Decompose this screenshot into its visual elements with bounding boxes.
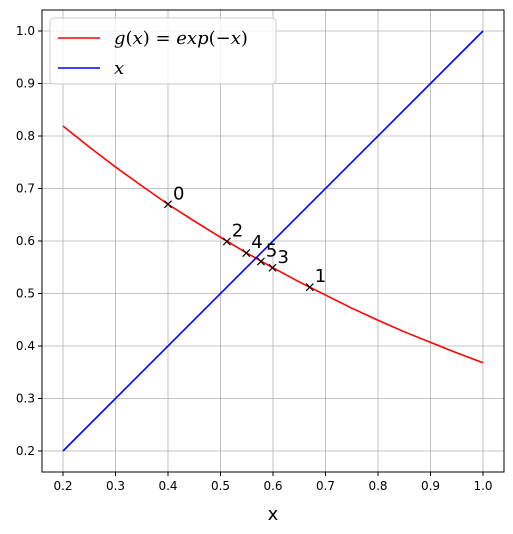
iterate-marker-stroke bbox=[222, 237, 231, 246]
iterate-label: 5 bbox=[266, 240, 277, 261]
identity-line bbox=[62, 30, 484, 452]
x-axis-title: x bbox=[268, 504, 279, 525]
y-tick-label: 0.7 bbox=[16, 182, 35, 196]
y-tick-label: 0.5 bbox=[16, 287, 35, 301]
x-tick-label: 1.0 bbox=[473, 479, 492, 493]
y-tick-label: 0.3 bbox=[16, 392, 35, 406]
iterate-marker-stroke bbox=[256, 257, 265, 266]
x-tick-label: 0.8 bbox=[368, 479, 387, 493]
iterate-label: 4 bbox=[251, 232, 262, 253]
iterate-marker-stroke bbox=[163, 200, 173, 209]
x-tick-label: 0.3 bbox=[106, 479, 125, 493]
y-tick-label: 0.8 bbox=[16, 129, 35, 143]
x-tick-label: 0.5 bbox=[211, 479, 230, 493]
iterate-marker-stroke bbox=[268, 263, 277, 272]
axis-ticks: 0.2 0.3 0.4 0.5 0.6 0.7 0.8 0.9 1.0 0.2 0.3 0.4 0.5 0… bbox=[16, 24, 493, 493]
y-tick-label: 1.0 bbox=[16, 24, 35, 38]
legend-label: x bbox=[114, 58, 124, 79]
y-tick-label: 0.4 bbox=[16, 339, 35, 353]
iterate-marker bbox=[268, 263, 277, 272]
iterate-label: 0 bbox=[173, 183, 184, 204]
x-tick-label: 0.6 bbox=[263, 479, 282, 493]
iterate-label: 3 bbox=[277, 247, 288, 268]
y-tick-label: 0.9 bbox=[16, 77, 35, 91]
x-tick-label: 0.2 bbox=[53, 479, 72, 493]
x-tick-label: 0.7 bbox=[316, 479, 335, 493]
iterate-marker bbox=[305, 283, 314, 292]
iterate-label: 1 bbox=[315, 266, 326, 287]
iterate-marker-stroke bbox=[305, 283, 314, 292]
iterate-marker-stroke bbox=[242, 249, 251, 258]
y-tick-label: 0.2 bbox=[16, 444, 35, 458]
legend-label: g(x) = exp(−x) bbox=[114, 28, 248, 49]
x-tick-label: 0.9 bbox=[421, 479, 440, 493]
iterate-marker bbox=[242, 249, 251, 258]
legend: g(x) = exp(−x) x bbox=[49, 17, 277, 85]
iterate-marker bbox=[222, 237, 231, 246]
iterate-marker bbox=[256, 257, 265, 266]
iterate-label: 2 bbox=[232, 221, 243, 242]
legend-box bbox=[49, 17, 277, 85]
x-tick-label: 0.4 bbox=[158, 479, 177, 493]
iterate-marker bbox=[163, 200, 173, 209]
y-tick-label: 0.6 bbox=[16, 234, 35, 248]
iterate-markers: 0 1 2 34 5 bbox=[163, 183, 326, 292]
